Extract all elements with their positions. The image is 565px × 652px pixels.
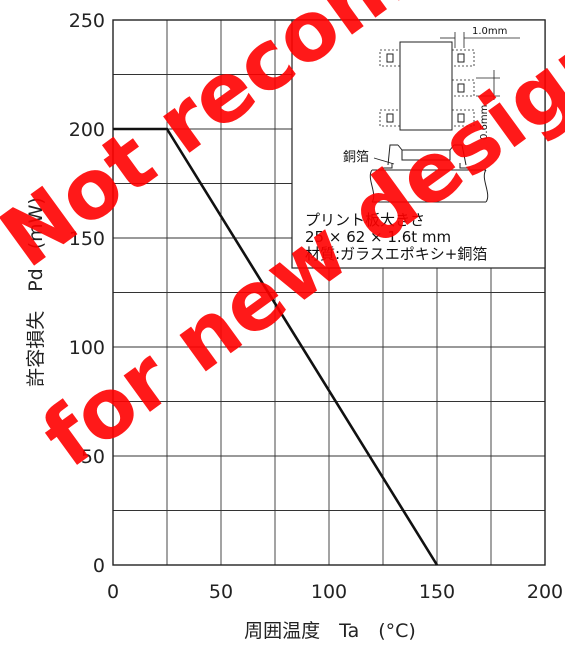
x-axis-label: 周囲温度 Ta (°C) bbox=[244, 620, 416, 642]
copper-foil-label: 銅箔 bbox=[343, 149, 369, 165]
pcb-size-dimensions: 25 × 62 × 1.6t mm bbox=[305, 228, 451, 246]
pcb-material: 材質:ガラスエポキシ+銅箔 bbox=[305, 245, 487, 263]
width-dimension-label: 1.0mm bbox=[472, 26, 507, 37]
x-tick-label: 200 bbox=[527, 581, 563, 603]
pad-outlines-icon bbox=[379, 49, 475, 127]
annotation-frame bbox=[291, 19, 546, 269]
height-dimension-icon bbox=[476, 70, 500, 100]
pads-icon bbox=[386, 53, 465, 123]
power-derating-line bbox=[113, 127, 439, 566]
y-tick-labels: 0 50 100 150 200 250 bbox=[69, 10, 105, 577]
y-tick-label: 200 bbox=[69, 119, 105, 141]
x-tick-labels: 0 50 100 150 200 bbox=[107, 581, 563, 603]
x-tick-label: 50 bbox=[209, 581, 233, 603]
x-tick-label: 100 bbox=[311, 581, 347, 603]
pcb-size-title: プリント板大きさ bbox=[305, 211, 425, 229]
height-dimension-label: 0.6mm bbox=[479, 105, 490, 140]
x-tick-label: 0 bbox=[107, 581, 119, 603]
x-tick-label: 150 bbox=[419, 581, 455, 603]
y-tick-label: 50 bbox=[81, 446, 105, 468]
y-axis-label: 許容損失 Pd (mW) bbox=[25, 197, 47, 387]
y-tick-label: 100 bbox=[69, 337, 105, 359]
pcb-cross-section-icon bbox=[369, 169, 489, 203]
y-tick-label: 250 bbox=[69, 10, 105, 32]
width-dimension-icon bbox=[440, 32, 520, 48]
copper-leader-line bbox=[373, 157, 395, 165]
y-tick-label: 150 bbox=[69, 228, 105, 250]
package-side-view-icon bbox=[382, 144, 470, 169]
y-tick-label: 0 bbox=[93, 555, 105, 577]
pcb-annotation-box: 1.0mm 0.6mm 銅箔 プリント板大きさ 25 × 62 × 1.6t m… bbox=[291, 19, 546, 269]
